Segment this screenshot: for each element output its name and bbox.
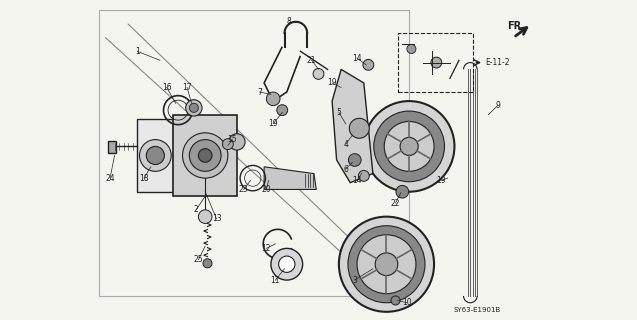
Circle shape xyxy=(339,217,434,312)
Text: 7: 7 xyxy=(257,88,262,97)
Text: 13: 13 xyxy=(211,214,221,223)
Circle shape xyxy=(375,253,397,276)
Text: 16: 16 xyxy=(162,83,171,92)
Circle shape xyxy=(396,185,409,198)
Text: 11: 11 xyxy=(271,276,280,284)
Circle shape xyxy=(278,256,295,272)
Text: 9: 9 xyxy=(495,101,500,110)
Circle shape xyxy=(313,68,324,79)
Polygon shape xyxy=(264,167,316,189)
Text: 14: 14 xyxy=(352,53,362,62)
Bar xyxy=(108,140,116,153)
Text: 17: 17 xyxy=(182,83,192,92)
Text: 21: 21 xyxy=(307,56,317,65)
Text: 19: 19 xyxy=(436,176,446,185)
Text: 14: 14 xyxy=(352,176,362,185)
Polygon shape xyxy=(332,69,373,183)
Circle shape xyxy=(400,137,419,156)
Circle shape xyxy=(431,57,442,68)
Text: 1: 1 xyxy=(135,47,140,56)
Text: E-11-2: E-11-2 xyxy=(485,58,510,67)
Circle shape xyxy=(147,147,164,164)
Text: 19: 19 xyxy=(268,119,278,128)
Circle shape xyxy=(364,101,454,192)
Text: 10: 10 xyxy=(402,298,412,307)
Circle shape xyxy=(374,111,445,182)
Circle shape xyxy=(348,226,425,303)
Circle shape xyxy=(140,140,171,171)
Circle shape xyxy=(407,44,416,53)
Polygon shape xyxy=(137,119,173,192)
Circle shape xyxy=(186,100,202,116)
Text: 3: 3 xyxy=(352,276,357,284)
Circle shape xyxy=(266,92,280,106)
Text: 20: 20 xyxy=(262,185,271,194)
Circle shape xyxy=(183,133,228,178)
Text: 5: 5 xyxy=(336,108,341,117)
Text: SY63-E1901B: SY63-E1901B xyxy=(454,308,501,314)
Text: 2: 2 xyxy=(194,205,199,214)
Circle shape xyxy=(384,122,434,171)
Text: 15: 15 xyxy=(227,135,237,144)
Circle shape xyxy=(357,235,416,294)
Circle shape xyxy=(189,103,198,112)
Circle shape xyxy=(391,296,400,305)
Text: 23: 23 xyxy=(239,185,248,194)
Circle shape xyxy=(349,118,369,138)
Circle shape xyxy=(189,140,221,171)
Circle shape xyxy=(277,105,288,116)
Text: 4: 4 xyxy=(343,140,348,148)
Polygon shape xyxy=(173,115,237,196)
Circle shape xyxy=(229,134,245,150)
Text: 25: 25 xyxy=(194,255,203,264)
Text: 24: 24 xyxy=(105,174,115,183)
Text: 12: 12 xyxy=(262,244,271,253)
Circle shape xyxy=(271,248,303,280)
Circle shape xyxy=(203,259,212,268)
Text: FR.: FR. xyxy=(506,21,525,31)
Circle shape xyxy=(363,60,374,70)
Circle shape xyxy=(198,149,212,162)
Text: 18: 18 xyxy=(140,174,149,183)
Circle shape xyxy=(359,171,369,181)
Text: 6: 6 xyxy=(343,164,348,173)
Circle shape xyxy=(348,154,361,166)
Text: 19: 19 xyxy=(327,78,337,87)
Circle shape xyxy=(222,139,233,149)
Circle shape xyxy=(198,210,212,223)
Text: 22: 22 xyxy=(390,198,400,208)
Text: 8: 8 xyxy=(287,17,291,26)
